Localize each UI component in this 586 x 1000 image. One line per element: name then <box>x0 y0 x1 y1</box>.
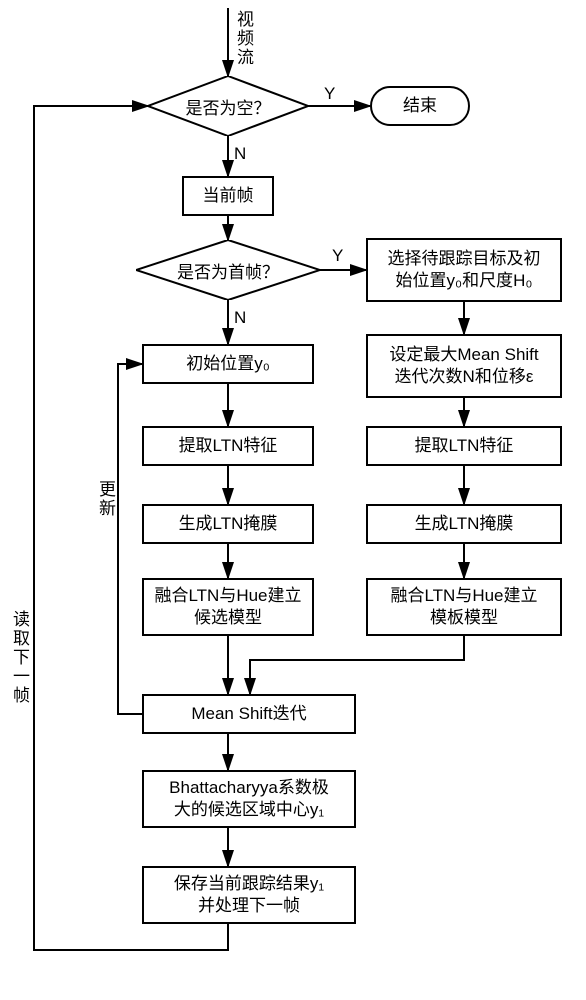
lbl_N2: N <box>234 308 246 328</box>
set_iter: 设定最大Mean Shift迭代次数N和位移ε <box>366 334 562 398</box>
lbl_next: 读取下一帧 <box>12 610 32 720</box>
lbl_N1: N <box>234 144 246 164</box>
lbl_Y1: Y <box>324 84 335 104</box>
arrow <box>250 636 464 694</box>
init_pos: 初始位置y₀ <box>142 344 314 384</box>
meanshift: Mean Shift迭代 <box>142 694 356 734</box>
d_first: 是否为首帧？ <box>136 240 320 300</box>
lbl_update: 更新 <box>98 480 118 530</box>
end: 结束 <box>370 86 470 126</box>
gen_mask_r: 生成LTN掩膜 <box>366 504 562 544</box>
lbl_Y2: Y <box>332 246 343 266</box>
arrow <box>118 364 142 714</box>
sel_target: 选择待跟踪目标及初始位置y₀和尺度H₀ <box>366 238 562 302</box>
fuse_l: 融合LTN与Hue建立候选模型 <box>142 578 314 636</box>
cur_frame: 当前帧 <box>182 176 274 216</box>
d_empty: 是否为空？ <box>148 76 308 136</box>
save: 保存当前跟踪结果y₁并处理下一帧 <box>142 866 356 924</box>
extract_ltn_r: 提取LTN特征 <box>366 426 562 466</box>
gen_mask_l: 生成LTN掩膜 <box>142 504 314 544</box>
fuse_r: 融合LTN与Hue建立模板模型 <box>366 578 562 636</box>
bhatt: Bhattacharyya系数极大的候选区域中心y₁ <box>142 770 356 828</box>
arrows-layer <box>0 0 586 1000</box>
extract_ltn_l: 提取LTN特征 <box>142 426 314 466</box>
input_label: 视频流 <box>236 10 256 70</box>
